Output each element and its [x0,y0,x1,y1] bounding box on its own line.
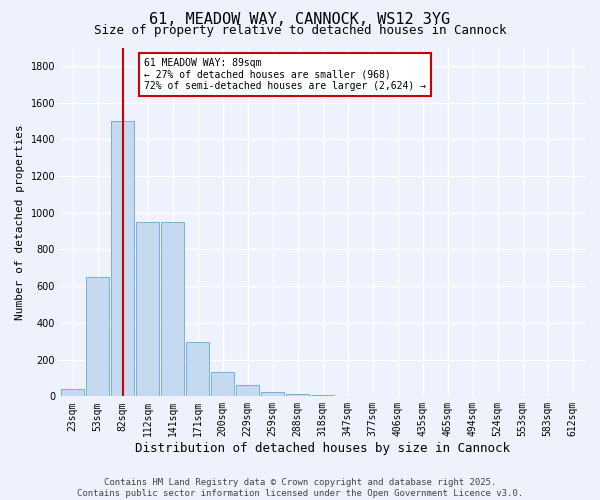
Bar [61,389,84,396]
Bar [186,342,209,396]
Y-axis label: Number of detached properties: Number of detached properties [15,124,25,320]
Text: Size of property relative to detached houses in Cannock: Size of property relative to detached ho… [94,24,506,37]
Bar [261,392,284,396]
Bar [211,372,234,396]
Bar [236,386,259,396]
Bar [161,222,184,396]
Bar [86,277,109,396]
Text: 61, MEADOW WAY, CANNOCK, WS12 3YG: 61, MEADOW WAY, CANNOCK, WS12 3YG [149,12,451,28]
Bar [136,222,159,396]
Text: Contains HM Land Registry data © Crown copyright and database right 2025.
Contai: Contains HM Land Registry data © Crown c… [77,478,523,498]
X-axis label: Distribution of detached houses by size in Cannock: Distribution of detached houses by size … [135,442,510,455]
Text: 61 MEADOW WAY: 89sqm
← 27% of detached houses are smaller (968)
72% of semi-deta: 61 MEADOW WAY: 89sqm ← 27% of detached h… [144,58,426,91]
Bar [111,121,134,396]
Bar [286,394,309,396]
